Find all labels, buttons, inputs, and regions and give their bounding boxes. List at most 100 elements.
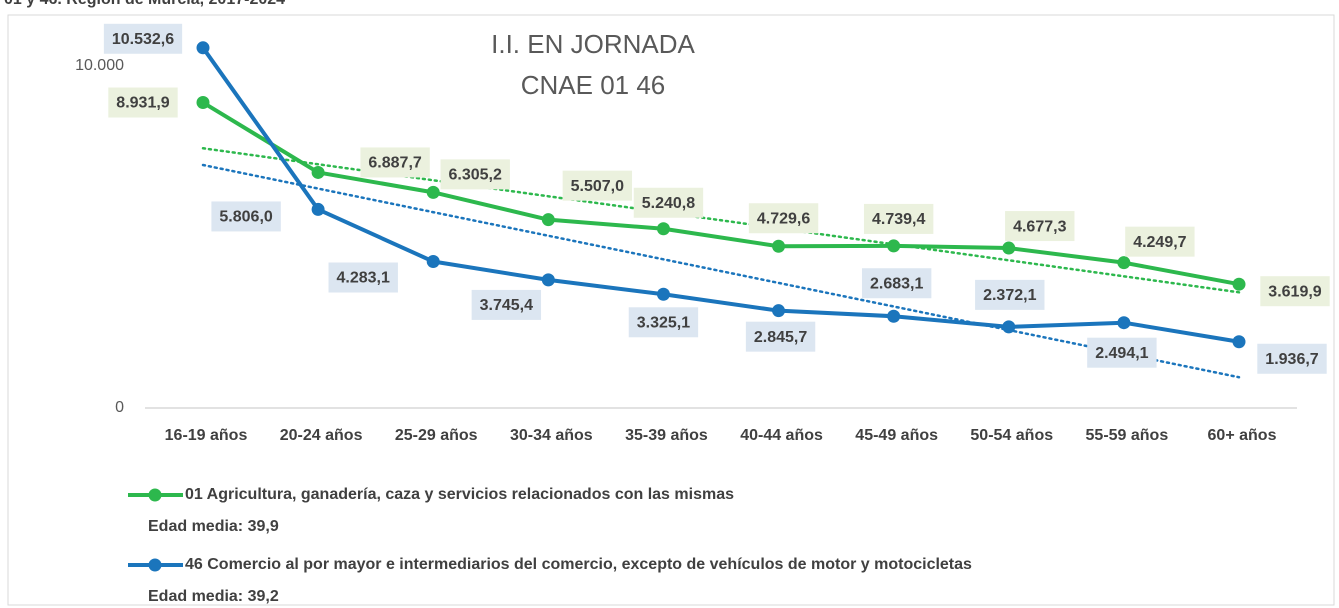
y-tick-label: 0 — [115, 399, 124, 416]
x-tick-label: 60+ años — [1207, 427, 1277, 444]
data-label-text: 4.729,6 — [757, 210, 810, 227]
point — [772, 304, 786, 318]
data-label-text: 4.739,4 — [872, 211, 925, 228]
chart-title: I.I. EN JORNADA — [491, 29, 695, 59]
data-label-box — [562, 170, 633, 201]
data-label-text: 5.806,0 — [219, 209, 272, 226]
point — [196, 96, 210, 110]
data-label-text: 6.305,2 — [449, 167, 502, 184]
x-tick-label: 16-19 años — [164, 427, 248, 444]
legend-marker — [148, 488, 162, 502]
data-label-box — [628, 307, 699, 338]
data-label-text: 10.532,6 — [112, 31, 174, 48]
data-label: 2.845,7 — [745, 321, 816, 352]
data-label-text: 3.325,1 — [637, 315, 690, 332]
data-label-box — [861, 268, 932, 299]
data-label-text: 1.936,7 — [1265, 351, 1318, 368]
data-label-text: 4.249,7 — [1133, 234, 1186, 251]
point — [1232, 277, 1246, 291]
data-label-box — [108, 87, 178, 118]
data-label-text: 2.494,1 — [1095, 345, 1148, 362]
data-label-box — [440, 159, 510, 190]
point — [1002, 320, 1016, 334]
data-label: 3.619,9 — [1260, 276, 1330, 307]
data-label: 3.325,1 — [628, 307, 699, 338]
x-tick-label: 50-54 años — [970, 427, 1054, 444]
x-tick-label: 20-24 años — [279, 427, 363, 444]
data-label-text: 6.887,7 — [368, 155, 421, 172]
data-label-text: 3.745,4 — [480, 297, 533, 314]
legend-label: 01 Agricultura, ganadería, caza y servic… — [185, 486, 734, 503]
data-label: 5.806,0 — [211, 201, 281, 232]
data-label: 6.305,2 — [440, 159, 510, 190]
x-tick-label: 45-49 años — [855, 427, 939, 444]
point — [656, 287, 670, 301]
point — [311, 165, 325, 179]
data-label-box — [1260, 276, 1330, 307]
data-label-box — [360, 147, 430, 178]
point — [656, 222, 670, 236]
data-label-text: 8.931,9 — [116, 95, 169, 112]
data-label-box — [1125, 226, 1195, 257]
x-tick-label: 55-59 años — [1085, 427, 1169, 444]
data-label-box — [745, 321, 816, 352]
point — [426, 185, 440, 199]
data-label: 8.931,9 — [108, 87, 178, 118]
y-tick-label: 10.000 — [75, 57, 124, 74]
point — [541, 273, 555, 287]
legend-note: Edad media: 39,9 — [148, 518, 279, 535]
point — [887, 309, 901, 323]
x-tick-label: 25-29 años — [394, 427, 478, 444]
data-label: 2.683,1 — [861, 268, 932, 299]
data-label-box — [748, 203, 819, 234]
data-label-text: 5.507,0 — [571, 178, 624, 195]
legend-note: Edad media: 39,2 — [148, 588, 279, 605]
data-label-box — [1005, 211, 1075, 242]
point — [772, 239, 786, 253]
data-label-text: 4.283,1 — [337, 270, 390, 287]
data-label: 3.745,4 — [471, 289, 542, 320]
series-line — [201, 46, 1240, 344]
data-label-text: 2.845,7 — [754, 329, 807, 346]
data-label-text: 4.677,3 — [1013, 218, 1066, 235]
x-tick-label: 40-44 años — [740, 427, 823, 444]
legend-label: 46 Comercio al por mayor e intermediario… — [185, 556, 972, 573]
point — [1117, 316, 1131, 330]
data-label-text: 5.240,8 — [642, 195, 695, 212]
point — [1002, 241, 1016, 255]
data-label-box — [471, 289, 542, 320]
data-label: 5.240,8 — [633, 187, 704, 218]
point — [887, 239, 901, 253]
trendline — [201, 163, 1241, 379]
data-label: 4.283,1 — [328, 262, 398, 293]
point — [541, 213, 555, 227]
data-label: 2.372,1 — [975, 279, 1045, 310]
data-label-text: 2.372,1 — [983, 287, 1036, 304]
data-label: 4.739,4 — [863, 203, 934, 234]
data-label-box — [103, 23, 183, 54]
point — [311, 202, 325, 216]
data-label: 10.532,6 — [103, 23, 183, 54]
data-label-text: 2.683,1 — [870, 275, 923, 292]
x-tick-label: 35-39 años — [625, 427, 708, 444]
point — [1117, 256, 1131, 270]
legend-marker — [148, 558, 162, 572]
data-label-box — [633, 187, 704, 218]
point — [1232, 335, 1246, 349]
x-tick-label: 30-34 años — [509, 427, 593, 444]
point — [196, 41, 210, 55]
data-label-box — [1257, 343, 1327, 374]
series-line — [201, 100, 1240, 287]
data-label: 5.507,0 — [562, 170, 633, 201]
point — [426, 255, 440, 269]
data-label-box — [975, 279, 1045, 310]
chart-title: CNAE 01 46 — [521, 70, 666, 100]
subtitle: 01 y 46. Región de Murcia, 2017-2024 — [4, 0, 285, 8]
data-label-box — [863, 203, 934, 234]
data-label-text: 3.619,9 — [1268, 283, 1321, 300]
data-label: 4.729,6 — [748, 203, 819, 234]
data-label: 4.249,7 — [1125, 226, 1195, 257]
data-label: 1.936,7 — [1257, 343, 1327, 374]
